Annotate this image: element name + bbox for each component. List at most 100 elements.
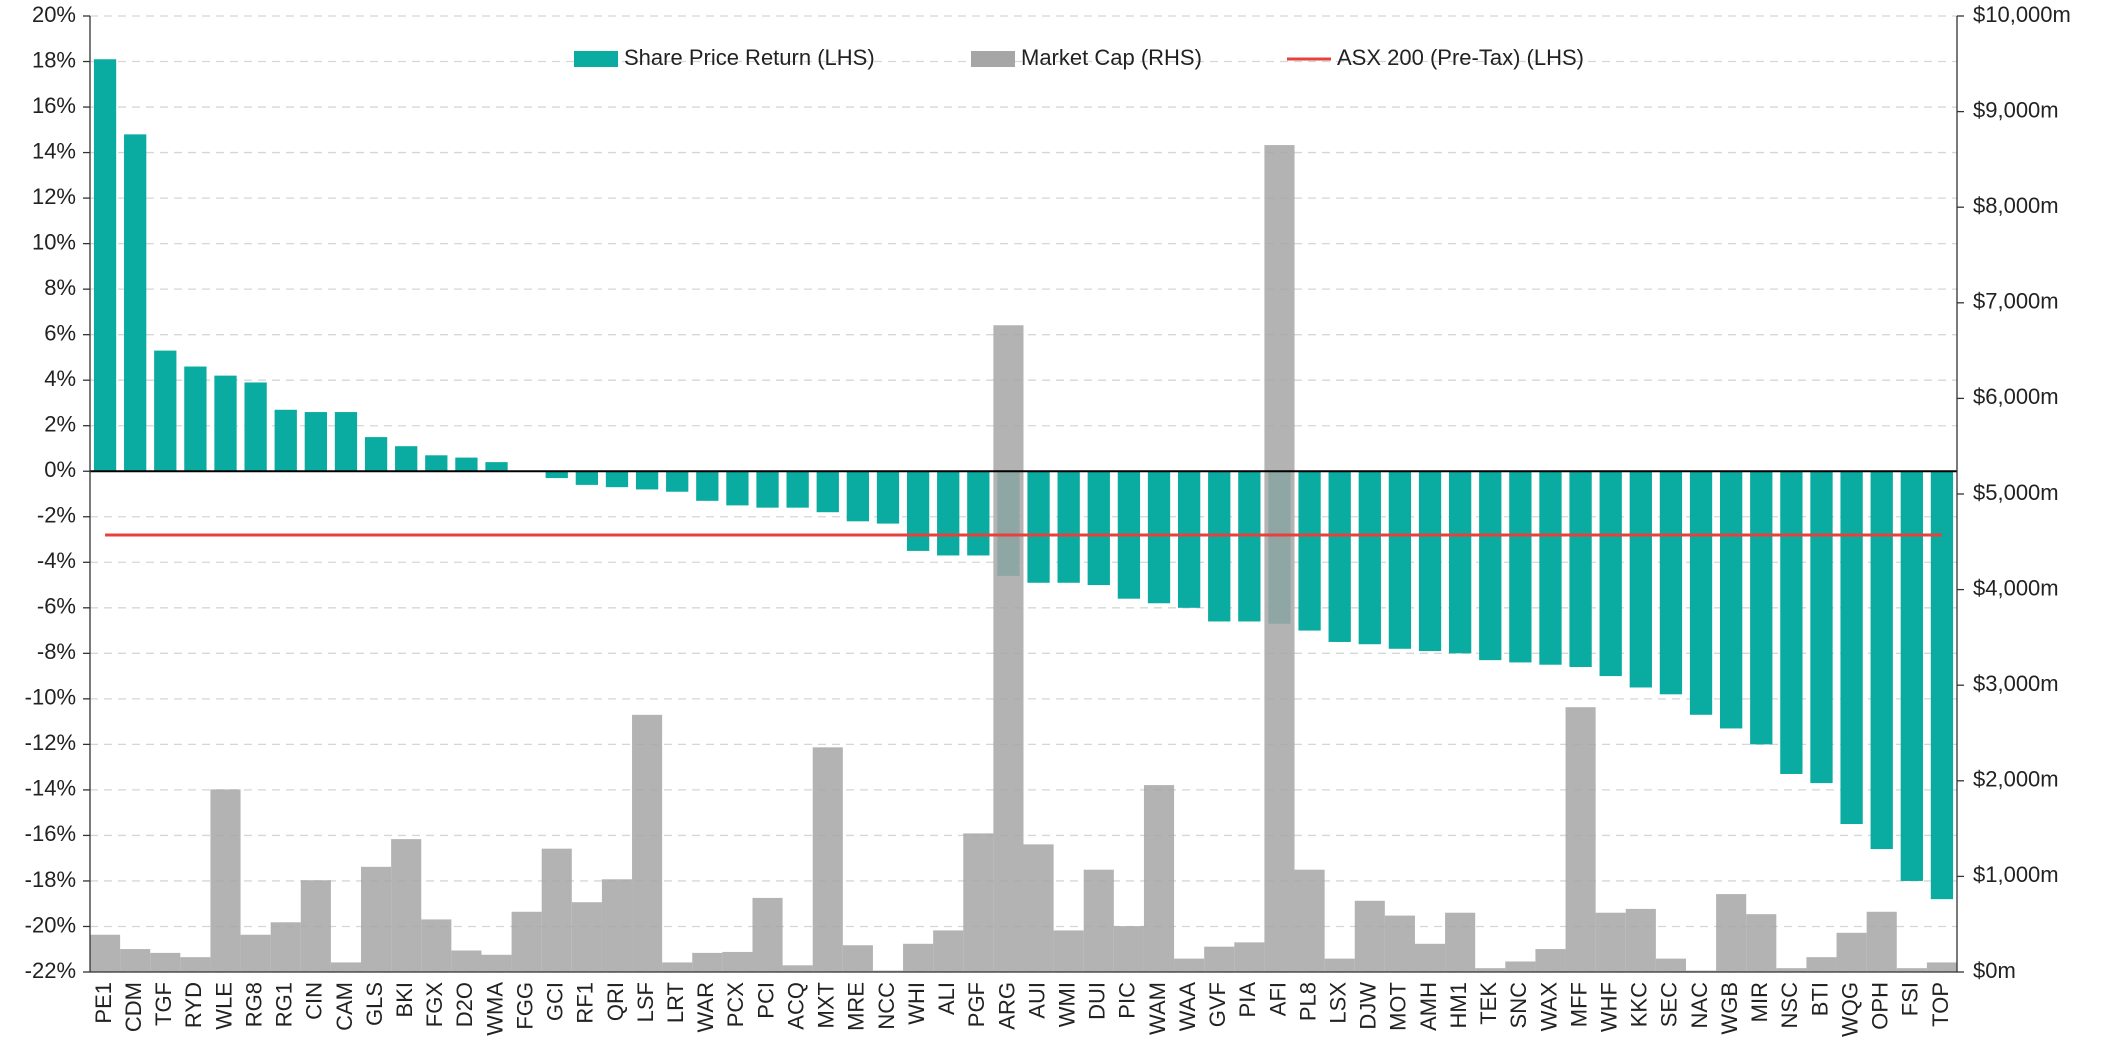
y-tick-label: -6% [37, 594, 76, 619]
x-tick-label: GLS [362, 982, 387, 1026]
return-bar [1057, 471, 1080, 583]
return-bar [756, 471, 779, 508]
market-cap-bar [1776, 968, 1807, 972]
return-bar [666, 471, 689, 492]
market-cap-bar [1685, 970, 1717, 972]
market-cap-bar [1414, 943, 1446, 972]
market-cap-bar [421, 919, 452, 972]
market-cap-bar [120, 949, 151, 972]
market-cap-bar [481, 954, 512, 972]
x-tick-label: WAX [1536, 982, 1561, 1032]
x-tick-label: RYD [181, 982, 206, 1028]
return-bar [1629, 471, 1652, 688]
market-cap-bar [662, 962, 693, 972]
y-tick-label: 4% [44, 366, 76, 391]
return-bar [1418, 471, 1442, 652]
x-tick-label: WLE [211, 982, 236, 1030]
market-cap-bar [993, 325, 1024, 972]
x-tick-label: DUI [1085, 982, 1110, 1020]
y-tick-label: 16% [32, 93, 76, 118]
market-cap-bar [1896, 968, 1927, 972]
y-tick-label: -22% [25, 958, 76, 983]
y-tick-label: 8% [44, 275, 76, 300]
x-tick-label: OPH [1868, 982, 1893, 1030]
x-tick-label: WQG [1837, 982, 1862, 1037]
return-bar [1087, 471, 1110, 586]
x-tick-label: PCI [753, 982, 778, 1019]
y-tick-label: -14% [25, 776, 76, 801]
x-tick-label: MOT [1386, 982, 1411, 1031]
y2-tick-label: $3,000m [1973, 671, 2059, 696]
market-cap-bar [872, 970, 904, 972]
return-bar [214, 375, 237, 472]
return-bar [1448, 471, 1472, 654]
market-cap-bar [1324, 958, 1355, 972]
market-cap-bar [963, 833, 994, 972]
return-bar [274, 409, 297, 472]
y-tick-label: 6% [44, 320, 76, 345]
return-bar [364, 437, 388, 472]
x-tick-label: NCC [874, 982, 899, 1030]
market-cap-bar [1053, 930, 1084, 972]
x-tick-label: TEK [1476, 982, 1501, 1025]
y-tick-label: -10% [25, 685, 76, 710]
market-cap-bar [601, 879, 633, 972]
x-tick-label: DJW [1356, 982, 1381, 1030]
x-tick-label: PGF [964, 982, 989, 1027]
market-cap-bar [1083, 869, 1114, 972]
market-cap-bar [1625, 908, 1656, 972]
legend-swatch [971, 51, 1015, 67]
y2-tick-label: $5,000m [1973, 480, 2059, 505]
return-bar [696, 471, 719, 501]
y-tick-label: -16% [25, 821, 76, 846]
market-cap-bar [1716, 894, 1747, 972]
return-bar [1298, 471, 1321, 631]
market-cap-bar [812, 747, 843, 972]
return-bar [846, 471, 870, 522]
market-cap-bar [782, 965, 813, 972]
return-bar [1539, 471, 1562, 665]
x-tick-label: WAM [1145, 982, 1170, 1035]
x-tick-label: PIC [1115, 982, 1140, 1019]
return-bar [1328, 471, 1351, 642]
y-tick-label: 0% [44, 457, 76, 482]
x-tick-label: QRI [603, 982, 628, 1021]
market-cap-bar [150, 952, 181, 972]
x-tick-label: BTI [1807, 982, 1832, 1016]
x-tick-label: PIA [1235, 982, 1260, 1018]
x-tick-label: FGG [512, 982, 537, 1030]
x-tick-label: WHI [904, 982, 929, 1025]
return-bar [635, 471, 659, 490]
x-tick-label: WMI [1054, 982, 1079, 1027]
market-cap-bar [1023, 844, 1054, 972]
x-tick-label: FGX [422, 982, 447, 1028]
return-bar [455, 457, 478, 472]
x-tick-label: BKI [392, 982, 417, 1017]
x-tick-label: ALI [934, 982, 959, 1015]
x-tick-label: PCX [723, 982, 748, 1028]
market-cap-bar [1505, 961, 1536, 972]
market-cap-bar [240, 934, 271, 972]
market-cap-bar [722, 951, 753, 972]
x-tick-label: PL8 [1295, 982, 1320, 1021]
x-tick-label: MFF [1566, 982, 1591, 1027]
legend-swatch [574, 51, 618, 67]
x-tick-label: LSF [633, 982, 658, 1022]
y-tick-label: 20% [32, 2, 76, 27]
x-tick-label: LSX [1325, 982, 1350, 1024]
y-tick-label: 18% [32, 47, 76, 72]
return-bar [395, 446, 418, 472]
return-bar [816, 471, 839, 513]
legend-label: ASX 200 (Pre-Tax) (LHS) [1337, 45, 1584, 70]
y-tick-label: -18% [25, 867, 76, 892]
market-cap-bar [842, 945, 873, 972]
x-tick-label: PE1 [91, 982, 116, 1024]
market-cap-bar [330, 962, 362, 972]
y-tick-label: 2% [44, 412, 76, 437]
market-cap-bar [180, 957, 211, 972]
market-cap-bar [1264, 145, 1295, 972]
return-bar [937, 471, 960, 556]
market-cap-bar [1113, 926, 1144, 972]
x-tick-label: FSI [1898, 982, 1923, 1016]
x-tick-label: NSC [1777, 982, 1802, 1029]
